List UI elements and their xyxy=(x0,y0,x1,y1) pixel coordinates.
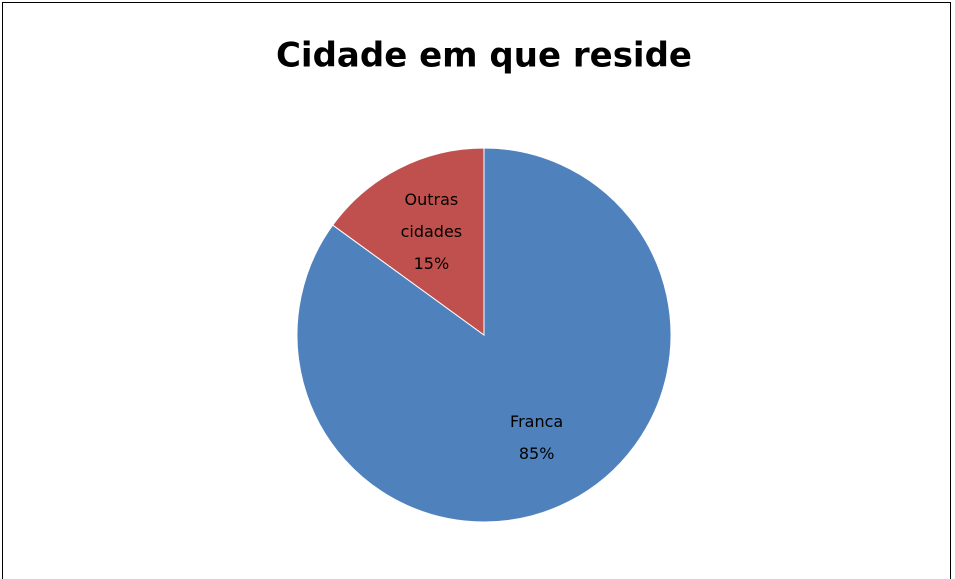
chart-title: Cidade em que reside xyxy=(276,36,692,76)
value-label: 85% xyxy=(518,444,555,464)
pie-slice xyxy=(332,147,485,336)
category-label: Outras cidades xyxy=(400,189,463,241)
data-label: Franca 85% xyxy=(487,406,587,470)
data-label: Outras cidades 15% xyxy=(381,184,481,280)
value-label: 15% xyxy=(413,253,450,273)
category-label: Franca xyxy=(510,412,564,432)
